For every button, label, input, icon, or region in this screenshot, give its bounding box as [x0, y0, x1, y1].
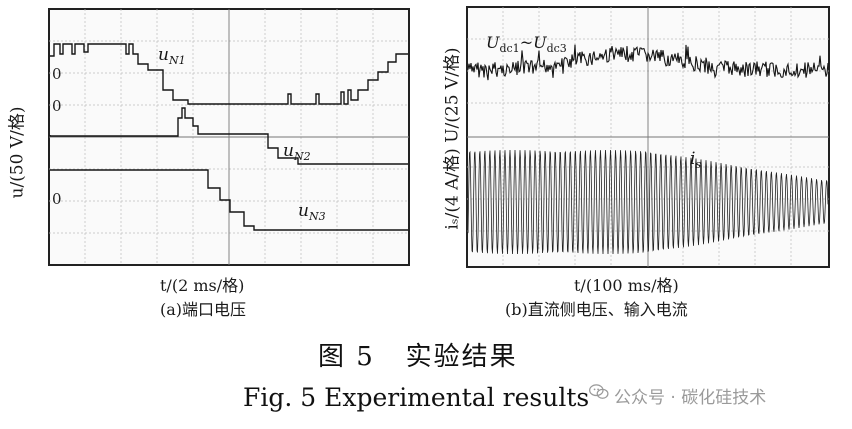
- panel-a-zero-3: 0: [52, 190, 62, 208]
- panel-b-y-axis-label: iₛ/(4 A/格) U/(25 V/格): [442, 47, 463, 230]
- trace-uN2: [49, 107, 408, 165]
- label-uN3: uN3: [298, 201, 326, 223]
- label-uN1: uN1: [158, 45, 186, 67]
- figure-title-en: Fig. 5 Experimental results: [243, 383, 590, 412]
- watermark-text: 公众号 · 碳化硅技术: [614, 388, 767, 408]
- panel-b-center-axes: [467, 7, 829, 267]
- panel-a-x-axis-label: t/(2 ms/格): [160, 276, 245, 295]
- panel-b-oscilloscope-plot: Udc1~Udc3 is: [466, 6, 830, 268]
- panel-a-oscilloscope-plot: 0 0 0 uN1 uN2 uN3: [48, 8, 410, 266]
- label-is: is: [690, 149, 701, 171]
- trace-udc-noisy: [467, 44, 829, 81]
- panel-b-x-axis-label: t/(100 ms/格): [574, 276, 679, 295]
- trace-uN1: [50, 43, 408, 105]
- trace-is-current: [467, 149, 829, 255]
- panel-b-caption: (b)直流侧电压、输入电流: [505, 300, 688, 319]
- figure-title-cn: 图 5 实验结果: [318, 342, 518, 372]
- wechat-logo-icon: [589, 384, 609, 399]
- label-udc-range: Udc1~Udc3: [486, 33, 567, 55]
- panel-a-center-axes: [49, 9, 409, 265]
- panel-a-zero-2: 0: [52, 97, 62, 115]
- panel-a-zero-1: 0: [52, 65, 62, 83]
- panel-a-caption: (a)端口电压: [160, 300, 247, 319]
- trace-uN3: [50, 169, 408, 231]
- label-uN2: uN2: [283, 141, 311, 163]
- panel-a-y-axis-label: u/(50 V/格): [7, 106, 28, 199]
